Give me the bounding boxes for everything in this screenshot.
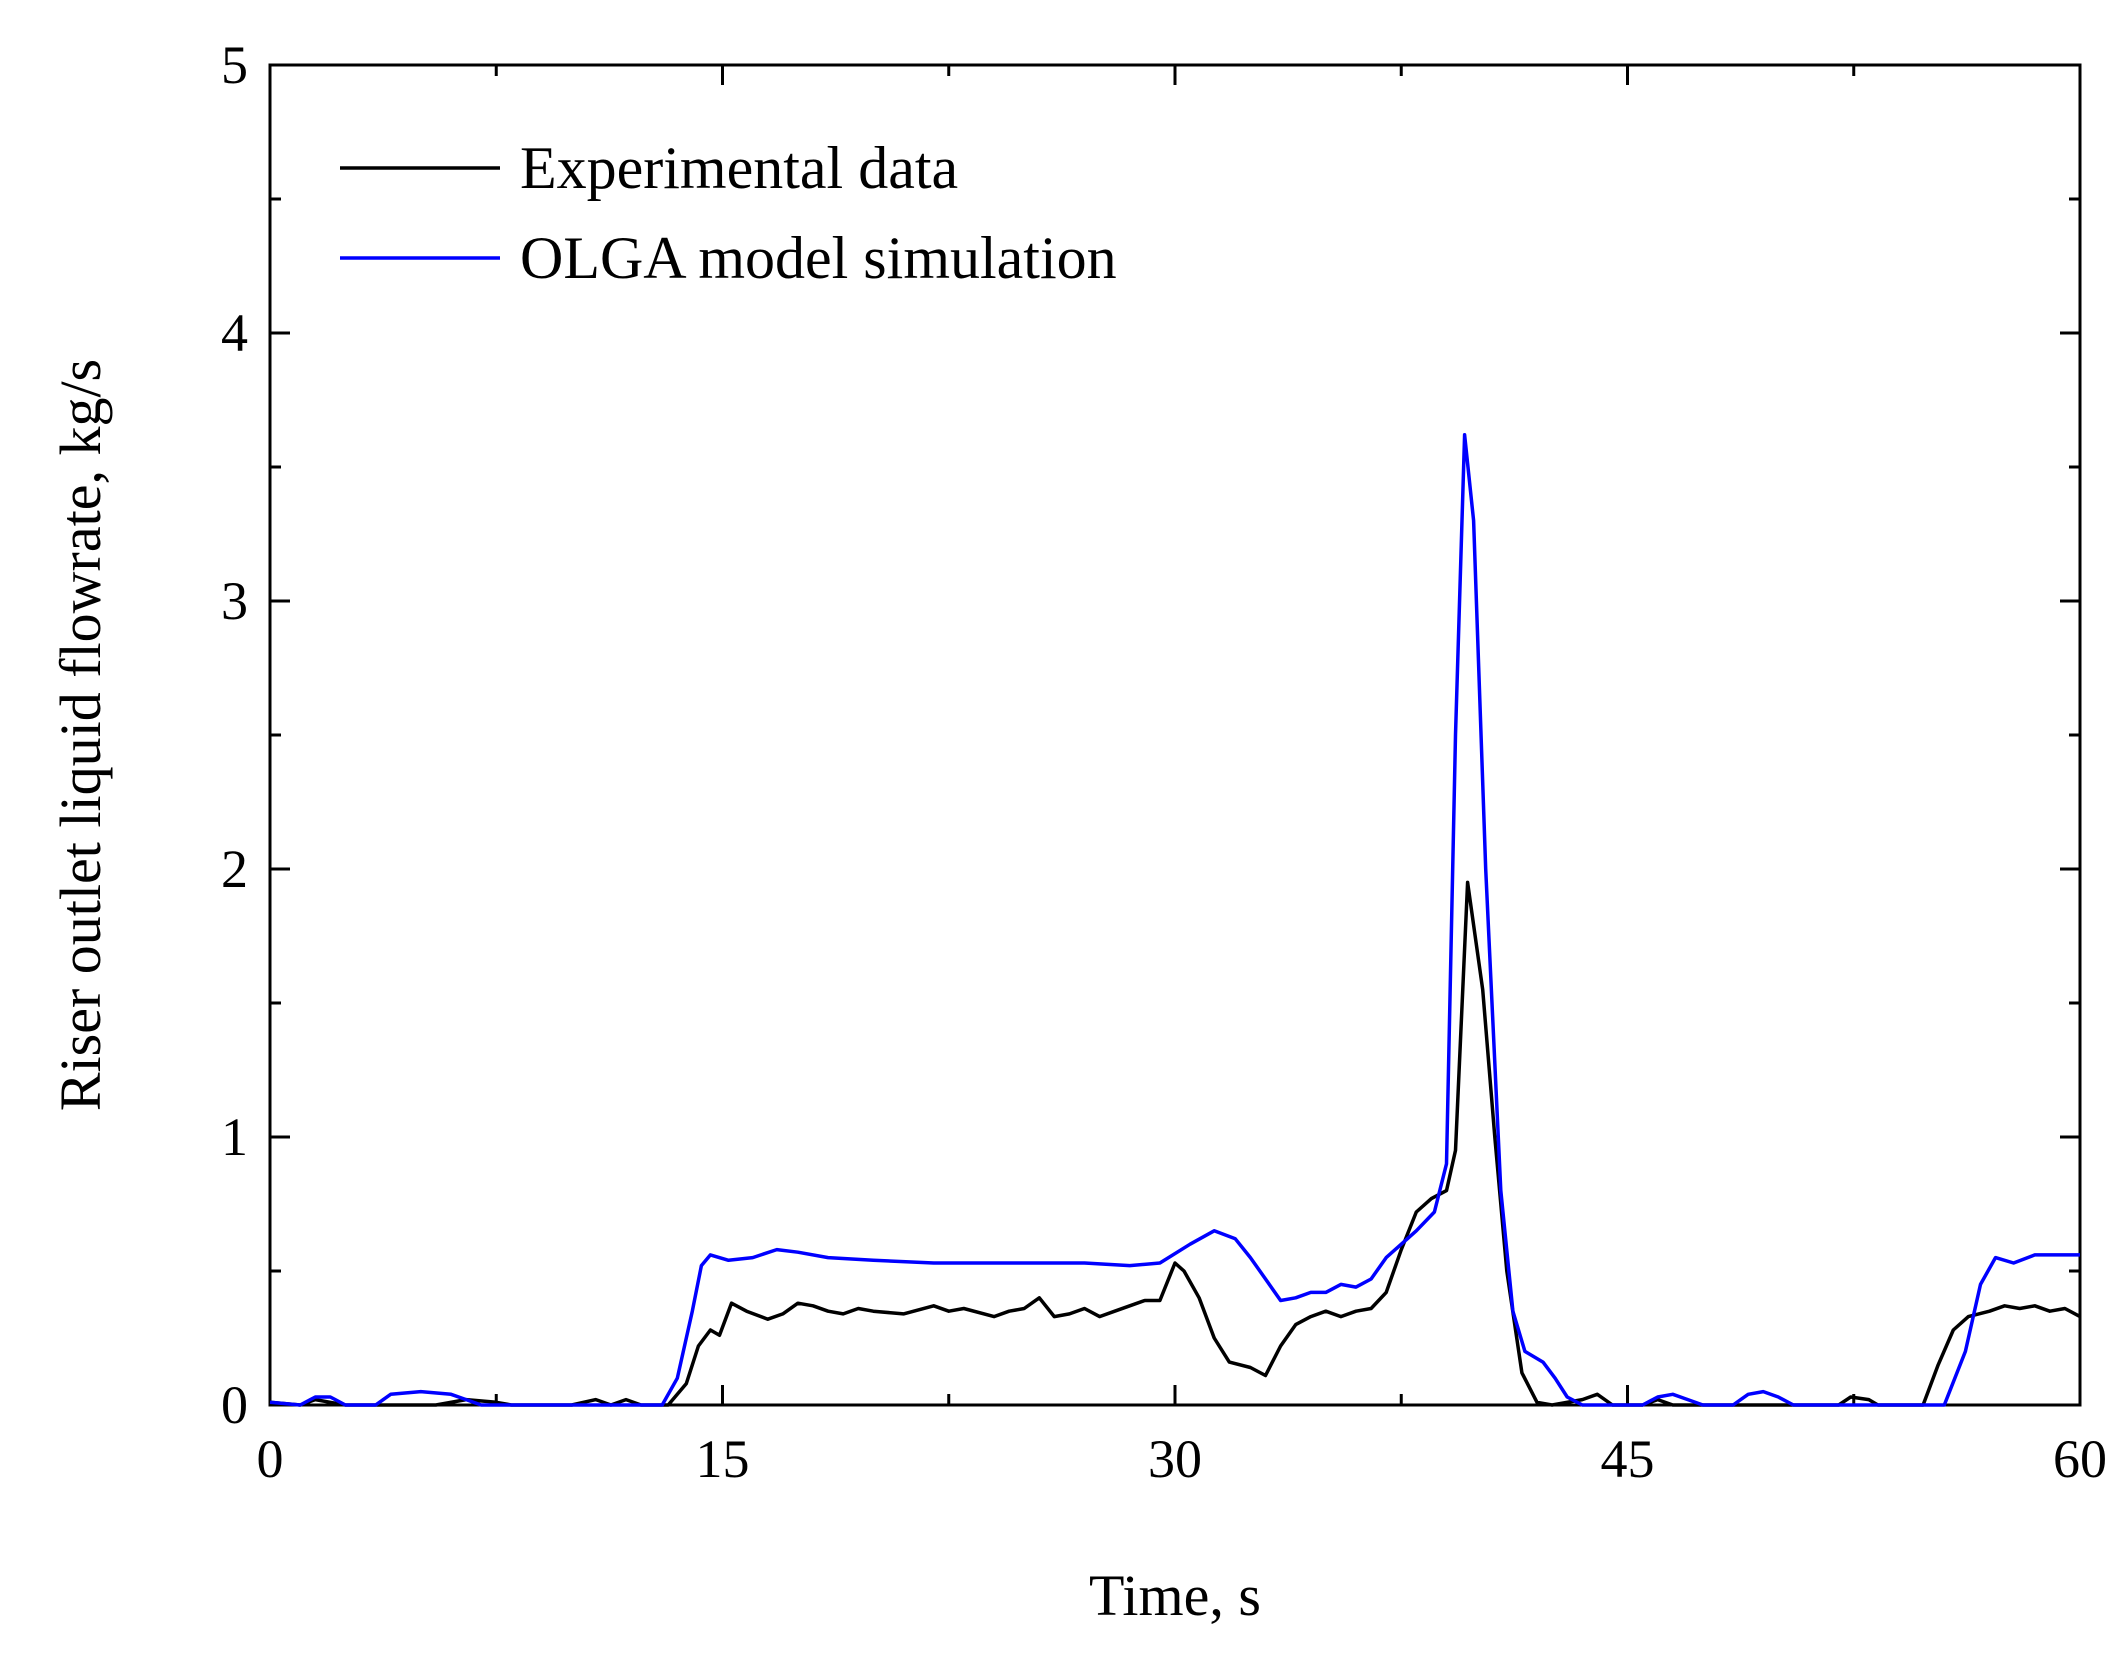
y-tick-label: 5 xyxy=(221,35,248,95)
legend-label: OLGA model simulation xyxy=(520,225,1117,291)
legend-label: Experimental data xyxy=(520,135,958,201)
y-tick-label: 3 xyxy=(221,571,248,631)
y-tick-label: 2 xyxy=(221,839,248,899)
x-tick-label: 0 xyxy=(257,1429,284,1489)
x-tick-label: 60 xyxy=(2053,1429,2107,1489)
x-tick-label: 30 xyxy=(1148,1429,1202,1489)
series-line-experimental xyxy=(269,880,2081,1407)
x-tick-label: 45 xyxy=(1601,1429,1655,1489)
x-tick-label: 15 xyxy=(696,1429,750,1489)
legend: Experimental data OLGA model simulation xyxy=(340,135,1117,291)
series-line-olga xyxy=(269,433,2080,1407)
y-axis-label: Riser outlet liquid flowrate, kg/s xyxy=(48,359,113,1111)
y-tick-label: 4 xyxy=(221,303,248,363)
x-axis-label: Time, s xyxy=(1089,1563,1261,1628)
y-tick-label: 1 xyxy=(221,1107,248,1167)
series-layer xyxy=(269,433,2081,1407)
y-tick-label: 0 xyxy=(221,1375,248,1435)
